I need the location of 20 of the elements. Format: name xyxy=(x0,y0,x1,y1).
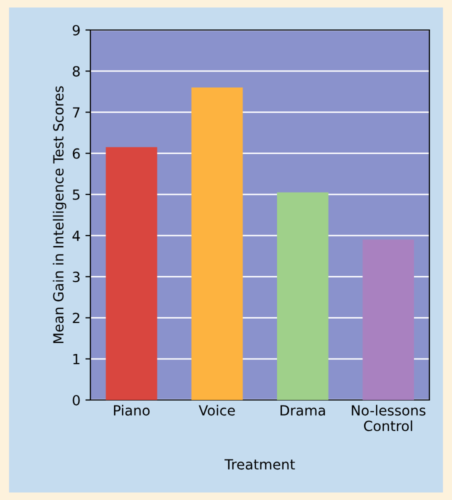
y-tick-label: 6 xyxy=(72,148,80,159)
y-axis-title: Mean Gain in Intelligence Test Scores xyxy=(52,86,66,344)
y-tick-label: 8 xyxy=(72,66,80,77)
y-tick-label: 4 xyxy=(72,230,80,241)
bar xyxy=(277,192,328,400)
y-tick-label: 2 xyxy=(72,312,80,324)
y-tick-label: 7 xyxy=(72,107,80,118)
y-tick-label: 3 xyxy=(72,272,80,282)
y-tick-label: 9 xyxy=(72,24,80,36)
y-tick-label: 0 xyxy=(72,394,80,406)
x-tick-label: Voice xyxy=(198,404,235,416)
x-axis-title: Treatment xyxy=(224,459,295,470)
x-tick-label: No-lessons Control xyxy=(352,404,426,432)
bar xyxy=(191,88,243,400)
x-tick-label: Drama xyxy=(280,405,325,416)
x-tick-label: Piano xyxy=(114,404,150,416)
bar xyxy=(362,240,414,400)
y-tick-label: 5 xyxy=(72,190,80,200)
bar xyxy=(106,147,158,400)
y-tick-label: 1 xyxy=(73,354,80,364)
